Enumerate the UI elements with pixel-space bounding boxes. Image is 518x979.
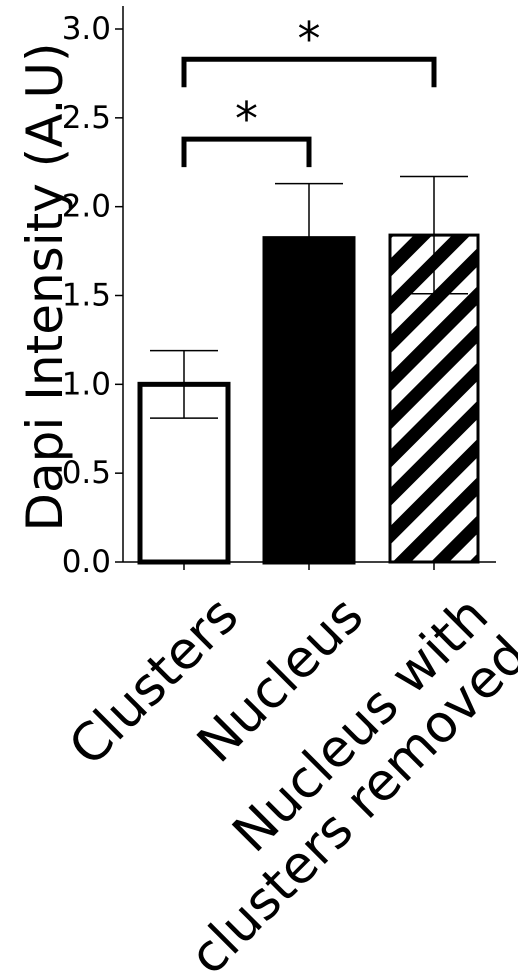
- significance-bracket: [181, 136, 312, 168]
- significance-marker: *: [235, 92, 258, 146]
- y-tick-label: 1.0: [62, 366, 111, 402]
- x-tick-label-line: clusters removed: [178, 625, 518, 979]
- plot-area: 0.00.51.01.52.02.53.0**ClustersNucleusNu…: [58, 6, 518, 979]
- y-tick-label: 2.0: [62, 189, 111, 225]
- y-tick-label: 1.5: [62, 278, 111, 314]
- significance-bracket: [181, 56, 437, 88]
- significance-marker: *: [298, 12, 321, 66]
- y-tick-label: 2.5: [62, 100, 111, 136]
- y-axis-title: Dapi Intensity (A.U): [16, 42, 74, 531]
- y-tick-label: 0.0: [62, 544, 111, 580]
- y-tick-label: 3.0: [62, 11, 111, 47]
- y-tick-label: 0.5: [62, 455, 111, 491]
